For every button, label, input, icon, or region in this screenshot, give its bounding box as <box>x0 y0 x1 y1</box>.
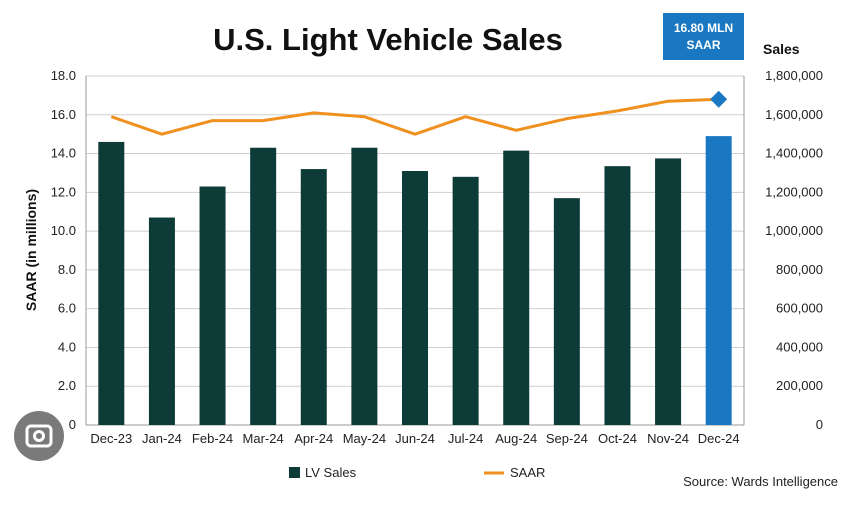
y-tick-label: 10.0 <box>51 223 76 238</box>
x-tick-label: Jan-24 <box>142 431 182 446</box>
x-tick-label: Mar-24 <box>243 431 284 446</box>
callout-background <box>663 13 744 60</box>
bar-nov-24 <box>655 158 682 425</box>
x-tick-label: Aug-24 <box>495 431 537 446</box>
y2-axis-ticks: 0 200,000 400,000 600,000 800,000 1,000,000 1,… <box>765 68 823 432</box>
saar-endpoint-marker <box>710 90 728 108</box>
x-tick-label: Nov-24 <box>647 431 689 446</box>
y2-tick-label: 1,600,000 <box>765 107 823 122</box>
x-tick-label: Dec-24 <box>698 431 740 446</box>
bar-mar-24 <box>250 147 277 425</box>
y2-tick-label: 800,000 <box>776 262 823 277</box>
legend-label-saar: SAAR <box>510 465 545 480</box>
bar-jun-24 <box>402 171 428 425</box>
saar-line <box>110 97 719 136</box>
y2-tick-label: 600,000 <box>776 301 823 316</box>
y-axis-ticks: 0 2.0 4.0 6.0 8.0 10.0 12.0 14.0 16.0 18.0 <box>51 68 76 432</box>
y2-axis-title: Sales <box>763 41 800 57</box>
x-tick-label: Jul-24 <box>448 431 483 446</box>
bar-feb-24 <box>199 186 226 425</box>
callout-line2: SAAR <box>686 38 720 52</box>
x-tick-label: Oct-24 <box>598 431 637 446</box>
y2-tick-label: 1,800,000 <box>765 68 823 83</box>
callout-box: 16.80 MLN SAAR <box>663 13 744 60</box>
y2-tick-label: 200,000 <box>776 378 823 393</box>
x-axis-ticks: Dec-23 Jan-24 Feb-24 Mar-24 Apr-24 May-24 Jun-… <box>90 431 739 446</box>
bar-apr-24 <box>300 169 327 425</box>
line-series <box>110 90 728 136</box>
bar-jul-24 <box>452 176 479 425</box>
chart-title: U.S. Light Vehicle Sales <box>213 22 563 57</box>
y-tick-label: 8.0 <box>58 262 76 277</box>
y2-tick-label: 1,000,000 <box>765 223 823 238</box>
callout-line1: 16.80 MLN <box>674 21 733 35</box>
camera-icon <box>25 424 53 448</box>
y2-tick-label: 1,400,000 <box>765 146 823 161</box>
y-tick-label: 6.0 <box>58 301 76 316</box>
bar-aug-24 <box>503 150 530 425</box>
bar-dec-24 <box>705 136 732 425</box>
y-tick-label: 0 <box>69 417 76 432</box>
source-note: Source: Wards Intelligence <box>683 474 838 489</box>
x-tick-label: May-24 <box>343 431 386 446</box>
x-tick-label: Dec-23 <box>90 431 132 446</box>
bar-may-24 <box>351 147 378 425</box>
y-tick-label: 2.0 <box>58 378 76 393</box>
y2-tick-label: 0 <box>816 417 823 432</box>
legend-label-lv-sales: LV Sales <box>305 465 357 480</box>
y-tick-label: 18.0 <box>51 68 76 83</box>
y-tick-label: 16.0 <box>51 107 76 122</box>
x-tick-label: Sep-24 <box>546 431 588 446</box>
y2-tick-label: 400,000 <box>776 339 823 354</box>
lens-search-button[interactable] <box>14 411 64 461</box>
bar-jan-24 <box>148 217 175 425</box>
y-tick-label: 12.0 <box>51 184 76 199</box>
y2-tick-label: 1,200,000 <box>765 184 823 199</box>
legend-swatch-lv-sales <box>289 467 300 478</box>
bar-oct-24 <box>604 166 631 426</box>
x-tick-label: Jun-24 <box>395 431 435 446</box>
y-tick-label: 14.0 <box>51 146 76 161</box>
legend: LV Sales SAAR <box>289 465 545 480</box>
x-tick-label: Apr-24 <box>294 431 333 446</box>
bar-dec-23 <box>98 141 125 425</box>
y-tick-label: 4.0 <box>58 339 76 354</box>
bar-sep-24 <box>553 198 580 425</box>
y-axis-title: SAAR (in millions) <box>23 189 39 311</box>
x-tick-label: Feb-24 <box>192 431 233 446</box>
bar-series <box>98 136 732 426</box>
